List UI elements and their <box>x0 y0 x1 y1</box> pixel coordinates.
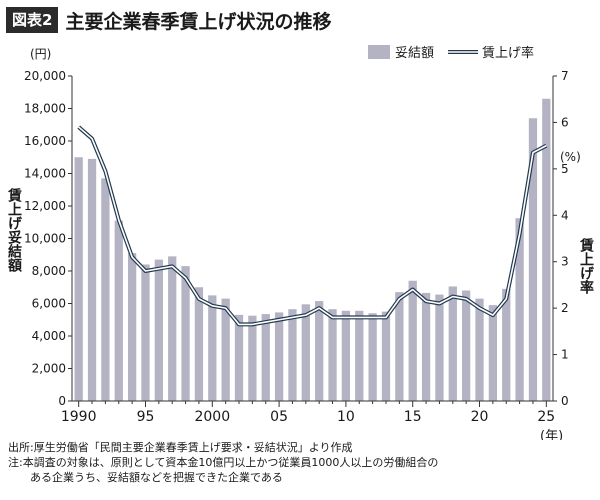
bar-2014 <box>395 292 404 402</box>
y-right-tick-label: 6 <box>561 115 569 129</box>
bar-1998 <box>181 266 190 402</box>
bar-2021 <box>488 305 498 402</box>
x-tick-label: 15 <box>404 409 422 425</box>
y-right-tick-label: 1 <box>561 348 569 362</box>
source-note: 出所:厚生労働省「民間主要企業春季賃上げ要求・妥結状況」より作成 <box>8 441 353 454</box>
y-right-tick-label: 0 <box>561 394 569 408</box>
y-left-tick-label: 6,000 <box>32 297 66 311</box>
x-tick-label: 95 <box>137 409 155 425</box>
y-left-tick-label: 4,000 <box>32 329 66 343</box>
y-right-unit: (%) <box>560 150 581 164</box>
bar-2013 <box>381 311 391 402</box>
y-right-tick-label: 3 <box>561 255 569 269</box>
bar-1999 <box>194 287 204 401</box>
legend-bar-swatch <box>368 45 390 59</box>
y-left-tick-label: 14,000 <box>24 167 66 181</box>
bar-2006 <box>288 309 297 401</box>
y-left-tick-label: 18,000 <box>24 102 66 116</box>
bar-2001 <box>221 298 230 402</box>
bar-2002 <box>234 314 244 402</box>
y-left-unit: (円) <box>30 47 51 61</box>
y-left-tick-label: 16,000 <box>24 134 66 148</box>
bar-2010 <box>341 310 351 401</box>
x-tick-label: 05 <box>270 409 288 425</box>
notes: 出所:厚生労働省「民間主要企業春季賃上げ要求・妥結状況」より作成 注:本調査の対… <box>8 440 596 485</box>
bar-1993 <box>114 220 123 401</box>
bar-2008 <box>315 301 324 401</box>
title-row: 図表2 主要企業春季賃上げ状況の推移 <box>6 6 331 34</box>
y-right-tick-label: 5 <box>561 162 569 176</box>
bar-2012 <box>368 313 377 401</box>
note-line-2: ある企業うち、妥結額などを把握できた企業である <box>30 471 283 484</box>
bar-1996 <box>154 259 163 402</box>
y-left-tick-label: 20,000 <box>24 69 66 83</box>
bar-2009 <box>328 309 337 401</box>
bar-2025 <box>542 98 551 401</box>
x-tick-label: 25 <box>537 409 555 425</box>
y-left-label: 賃上げ妥結額 <box>6 187 23 273</box>
bar-2020 <box>475 298 484 402</box>
x-tick-label: 10 <box>337 409 355 425</box>
legend-bar-label: 妥結額 <box>395 46 434 61</box>
bar-1995 <box>141 264 150 401</box>
bar-2022 <box>502 288 511 402</box>
y-left-tick-label: 10,000 <box>24 232 66 246</box>
bar-2000 <box>208 295 217 402</box>
x-tick-label: 2000 <box>194 409 230 425</box>
y-right-tick-label: 4 <box>561 208 569 222</box>
x-tick-label: 20 <box>471 409 489 425</box>
wage-chart: 0 2,000 4,000 6,000 8,000 10,000 12,000 14,000 1… <box>6 45 595 440</box>
y-right-label: 賃上げ率 <box>578 237 595 295</box>
bar-1992 <box>101 178 110 401</box>
y-left-tick-label: 2,000 <box>32 362 66 376</box>
bar-2024 <box>528 118 538 401</box>
bar-2023 <box>515 218 524 401</box>
bar-2003 <box>248 315 257 401</box>
bar-2004 <box>261 314 270 401</box>
bar-2007 <box>301 304 310 401</box>
bar-2018 <box>448 286 457 401</box>
bar-2005 <box>274 312 284 401</box>
x-axis-unit: (年) <box>540 429 563 440</box>
chart-title: 主要企業春季賃上げ状況の推移 <box>65 10 332 33</box>
legend-line-label: 賃上げ率 <box>482 45 534 61</box>
legend: 妥結額 賃上げ率 <box>368 45 534 61</box>
bar-2011 <box>355 310 364 401</box>
note-line-1: 注:本調査の対象は、原則として資本金10億円以上かつ従業員1000人以上の労働組… <box>8 456 439 469</box>
bar-2016 <box>421 292 431 401</box>
bar-2017 <box>435 294 444 401</box>
bar-1991 <box>87 158 97 402</box>
axes-group: 0 2,000 4,000 6,000 8,000 10,000 12,000 14,000 1… <box>24 69 569 425</box>
bar-2015 <box>408 280 417 401</box>
bar-1997 <box>168 256 177 402</box>
bars-group <box>74 98 551 402</box>
y-left-tick-label: 0 <box>58 394 66 408</box>
wage-rate-line <box>78 126 547 326</box>
bar-1990 <box>74 157 83 401</box>
bar-1994 <box>127 253 137 402</box>
y-left-tick-label: 8,000 <box>32 264 66 278</box>
x-tick-label: 1990 <box>61 409 97 425</box>
line-group <box>77 125 548 327</box>
bar-2019 <box>462 290 471 401</box>
figure-badge: 図表2 <box>6 7 59 33</box>
y-right-tick-label: 2 <box>561 301 569 315</box>
y-left-tick-label: 12,000 <box>24 199 66 213</box>
y-right-tick-label: 7 <box>561 69 569 83</box>
